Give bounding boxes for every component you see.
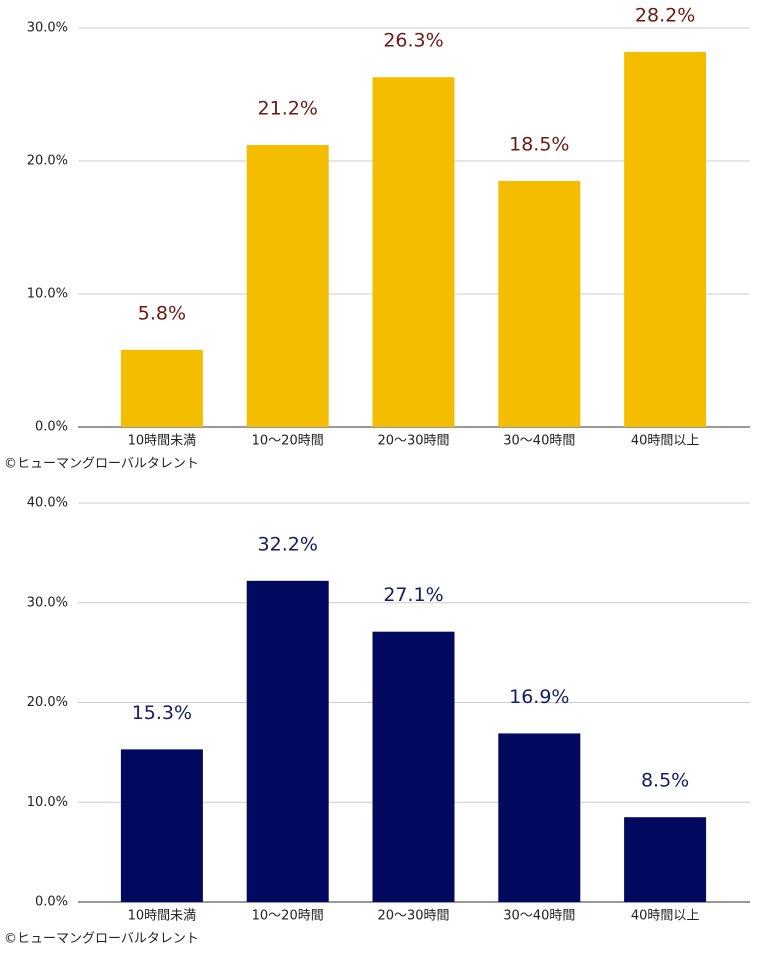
bar (246, 580, 329, 902)
y-tick-label: 30.0% (27, 21, 68, 36)
y-tick-label: 20.0% (27, 154, 68, 169)
bar (624, 817, 707, 902)
bar (498, 733, 581, 902)
y-tick-label: 30.0% (27, 595, 68, 610)
bar (120, 349, 203, 427)
x-tick-label: 30～40時間 (503, 434, 575, 449)
bar (624, 51, 707, 427)
y-tick-label: 20.0% (27, 695, 68, 710)
value-label: 26.3% (383, 30, 443, 52)
x-tick-label: 20～30時間 (377, 909, 449, 924)
value-label: 28.2% (635, 4, 695, 26)
bar (372, 631, 455, 902)
x-tick-label: 10時間未満 (128, 909, 197, 924)
credit: ©ヒューマングローバルタレント (4, 932, 199, 947)
value-label: 5.8% (138, 302, 186, 324)
credit: ©ヒューマングローバルタレント (4, 457, 199, 472)
value-label: 15.3% (132, 702, 192, 724)
bar (246, 145, 329, 428)
bar (372, 77, 455, 428)
y-tick-label: 10.0% (27, 287, 68, 302)
x-tick-label: 10～20時間 (252, 434, 324, 449)
x-tick-label: 40時間以上 (631, 909, 700, 924)
bar (498, 180, 581, 427)
value-label: 27.1% (383, 584, 443, 606)
x-tick-label: 30～40時間 (503, 909, 575, 924)
value-label: 16.9% (509, 686, 569, 708)
y-tick-label: 0.0% (35, 895, 68, 910)
x-tick-label: 10～20時間 (252, 909, 324, 924)
x-tick-label: 10時間未満 (128, 434, 197, 449)
value-label: 21.2% (258, 98, 318, 120)
value-label: 8.5% (641, 770, 689, 792)
value-label: 32.2% (258, 533, 318, 555)
value-label: 18.5% (509, 133, 569, 155)
y-tick-label: 0.0% (35, 420, 68, 435)
y-tick-label: 40.0% (27, 496, 68, 511)
y-tick-label: 10.0% (27, 795, 68, 810)
x-tick-label: 40時間以上 (631, 434, 700, 449)
bar (120, 749, 203, 902)
x-tick-label: 20～30時間 (377, 434, 449, 449)
